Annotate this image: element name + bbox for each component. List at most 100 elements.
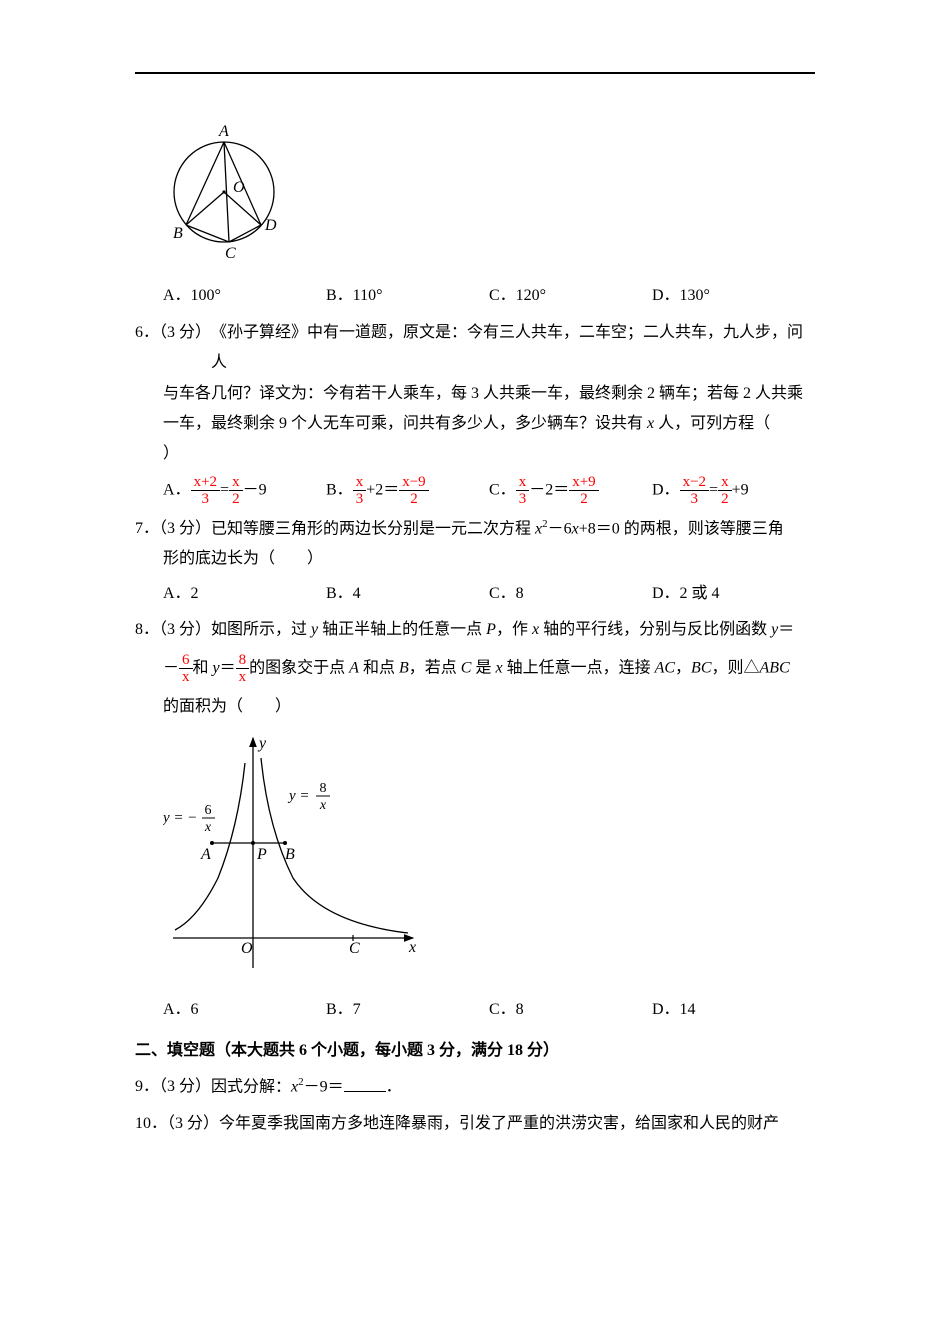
q5-options: A．100° B．110° C．120° D．130° xyxy=(163,281,815,311)
svg-text:6: 6 xyxy=(205,803,212,818)
q6A-rd: 2 xyxy=(229,491,243,508)
q5-figure: A O B C D xyxy=(159,110,815,271)
q5-opt-D: D．130° xyxy=(652,281,815,311)
svg-text:y =: y = xyxy=(287,788,310,804)
svg-text:x: x xyxy=(408,939,416,956)
q5-opt-A: A．100° xyxy=(163,281,326,311)
q6B-pre: B． xyxy=(326,481,353,498)
q8-l3: 的面积为（ ） xyxy=(163,692,815,722)
q8-fr1n: 6 xyxy=(179,652,193,670)
q8-eqi: ， xyxy=(675,659,691,676)
q6-opt-B: B．x3+2＝x−92 xyxy=(326,474,489,508)
label-B: B xyxy=(173,225,183,242)
q6B-rn: x−9 xyxy=(399,474,428,492)
q6B-rd: 2 xyxy=(399,491,428,508)
svg-text:x: x xyxy=(319,798,327,813)
q6-options: A．x+23=x2－9 B．x3+2＝x−92 C．x3－2＝x+92 D．x−… xyxy=(163,474,815,508)
q6D-rd: 2 xyxy=(718,491,732,508)
q6A-ld: 3 xyxy=(191,491,220,508)
q8-options: A．6 B．7 C．8 D．14 xyxy=(163,995,815,1025)
label-O: O xyxy=(233,179,245,196)
q6A-suf: －9 xyxy=(243,481,267,498)
page: A O B C D A．100° B．110° C．120° D．130° 6．… xyxy=(0,0,950,1344)
q8-opt-A: A．6 xyxy=(163,995,326,1025)
svg-text:O: O xyxy=(241,940,253,957)
q6C-rn: x+9 xyxy=(569,474,598,492)
label-C: C xyxy=(225,245,236,260)
q6-l1: 《孙子算经》中有一道题，原文是：今有三人共车，二车空；二人共车，九人步，问人 xyxy=(211,318,815,379)
q8-opt-D: D．14 xyxy=(652,995,815,1025)
q6C-mid: －2＝ xyxy=(529,481,569,498)
svg-text:A: A xyxy=(200,846,211,863)
q8-opt-C: C．8 xyxy=(489,995,652,1025)
top-rule xyxy=(135,72,815,74)
svg-text:y = −: y = − xyxy=(163,810,197,826)
q8-num: 8．（3 分） xyxy=(135,615,211,645)
svg-text:x: x xyxy=(204,820,212,835)
q5-opt-C: C．120° xyxy=(489,281,652,311)
q8-eqc: ＝ xyxy=(220,659,236,676)
q10-num: 10．（3 分） xyxy=(135,1109,219,1139)
q6-l2: 与车各几何？译文为：今有若干人乘车，每 3 人共乘一车，最终剩余 2 辆车；若每… xyxy=(163,379,815,409)
q8-eqg: 是 xyxy=(471,659,495,676)
q8-opt-B: B．7 xyxy=(326,995,489,1025)
q6-opt-C: C．x3－2＝x+92 xyxy=(489,474,652,508)
q7-options: A．2 B．4 C．8 D．2 或 4 xyxy=(163,579,815,609)
q6C-ld: 3 xyxy=(516,491,530,508)
q8-eqb: 和 xyxy=(193,659,213,676)
q8-l1b: 轴正半轴上的任意一点 xyxy=(318,621,486,638)
label-D: D xyxy=(264,217,277,234)
q8-eqf: ，若点 xyxy=(409,659,461,676)
q7-opt-A: A．2 xyxy=(163,579,326,609)
q6-l3a: 一车，最终剩余 9 个人无车可乘，问共有多少人，多少辆车？设共有 xyxy=(163,415,647,432)
q6D-ln: x−2 xyxy=(680,474,709,492)
q6D-mid: = xyxy=(709,481,718,498)
q6A-mid: = xyxy=(220,481,229,498)
q10-body: 今年夏季我国南方多地连降暴雨，引发了严重的洪涝灾害，给国家和人民的财产 xyxy=(219,1109,815,1139)
q6B-mid: +2＝ xyxy=(366,481,399,498)
q7-opt-C: C．8 xyxy=(489,579,652,609)
q6: 6．（3 分） 《孙子算经》中有一道题，原文是：今有三人共车，二车空；二人共车，… xyxy=(135,318,815,508)
q8-eqa: － xyxy=(163,659,179,676)
q8-fr2d: x xyxy=(236,669,250,686)
q6C-pre: C． xyxy=(489,481,516,498)
q7-l1a: 已知等腰三角形的两边长分别是一元二次方程 xyxy=(211,520,535,537)
q6D-suf: +9 xyxy=(732,481,749,498)
q7-opt-B: B．4 xyxy=(326,579,489,609)
q9: 9．（3 分） 因式分解：x2－9＝． xyxy=(135,1072,815,1103)
q8-l1e: ＝ xyxy=(778,621,794,638)
q8-figure: y x O C A P B y = − 6 x y = 8 x xyxy=(163,728,815,989)
section-2-heading: 二、填空题（本大题共 6 个小题，每小题 3 分，满分 18 分） xyxy=(135,1036,815,1066)
q6A-pre: A． xyxy=(163,481,191,498)
q6A-ln: x+2 xyxy=(191,474,220,492)
q9-ta: 因式分解： xyxy=(211,1079,291,1096)
q6-num: 6．（3 分） xyxy=(135,318,211,379)
q8-eq: －6x和 y＝8x的图象交于点 A 和点 B，若点 C 是 x 轴上任意一点，连… xyxy=(163,652,815,686)
q6A-rn: x xyxy=(229,474,243,492)
q8-eqe: 和点 xyxy=(359,659,399,676)
q8: 8．（3 分） 如图所示，过 y 轴正半轴上的任意一点 P，作 x 轴的平行线，… xyxy=(135,615,815,1026)
label-A: A xyxy=(218,123,229,140)
svg-text:y: y xyxy=(257,735,267,752)
q9-blank xyxy=(344,1075,386,1092)
q6B-ln: x xyxy=(353,474,367,492)
svg-text:P: P xyxy=(256,846,267,863)
q9-body: 因式分解：x2－9＝． xyxy=(211,1072,815,1103)
q6C-ln: x xyxy=(516,474,530,492)
q7-l2: 形的底边长为（ ） xyxy=(163,544,815,574)
q6D-rn: x xyxy=(718,474,732,492)
q7-l1c: +8＝0 的两根，则该等腰三角 xyxy=(579,520,784,537)
q10: 10．（3 分） 今年夏季我国南方多地连降暴雨，引发了严重的洪涝灾害，给国家和人… xyxy=(135,1109,815,1139)
q6-opt-A: A．x+23=x2－9 xyxy=(163,474,326,508)
q6B-ld: 3 xyxy=(353,491,367,508)
svg-text:B: B xyxy=(285,846,295,863)
q8-eqd: 的图象交于点 xyxy=(249,659,349,676)
q8-l1d: 轴的平行线，分别与反比例函数 xyxy=(539,621,771,638)
q6-l3b: 人，可列方程（ xyxy=(654,415,770,432)
q8-svg: y x O C A P B y = − 6 x y = 8 x xyxy=(163,728,423,978)
q6C-rd: 2 xyxy=(569,491,598,508)
q8-l1a: 如图所示，过 xyxy=(211,621,311,638)
q7-opt-D: D．2 或 4 xyxy=(652,579,815,609)
q6-opt-D: D．x−23=x2+9 xyxy=(652,474,815,508)
q9-tc: ． xyxy=(386,1079,402,1096)
